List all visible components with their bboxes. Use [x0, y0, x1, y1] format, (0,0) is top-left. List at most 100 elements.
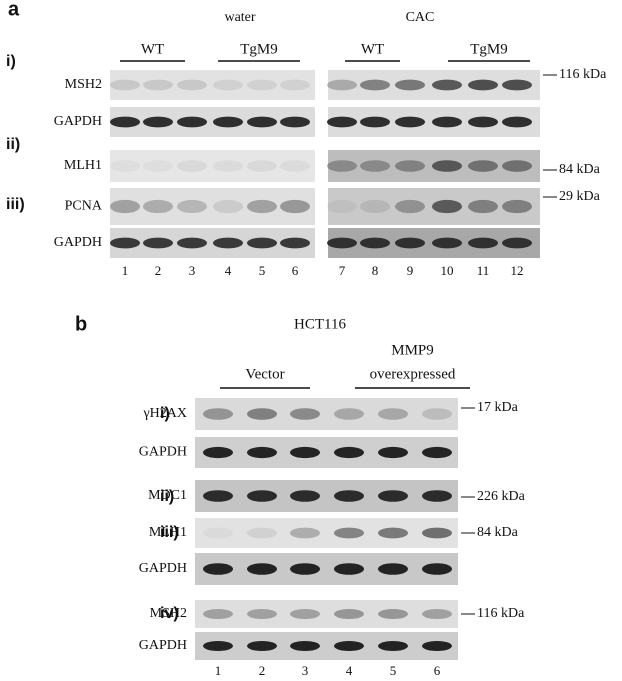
group-label: TgM9 [240, 41, 278, 57]
band [177, 79, 207, 91]
band [334, 563, 364, 575]
protein-name: GAPDH [139, 561, 187, 576]
lane-number: 5 [390, 663, 397, 678]
band [327, 237, 357, 249]
lane-number: 6 [434, 663, 441, 678]
band [327, 199, 357, 214]
band [395, 199, 425, 214]
size-marker: 17 kDa [477, 400, 519, 415]
band [334, 608, 364, 620]
band [110, 160, 140, 172]
panel-label: a [8, 0, 20, 20]
band [247, 237, 277, 249]
blot [195, 632, 458, 660]
band [360, 79, 390, 91]
band [247, 116, 277, 128]
band [280, 116, 310, 128]
band [290, 446, 320, 459]
band [422, 608, 452, 620]
group-label: overexpressed [370, 366, 456, 382]
band [502, 79, 532, 91]
lane-number: 3 [189, 263, 196, 278]
row-roman: i) [160, 405, 170, 422]
protein-name: GAPDH [139, 445, 187, 460]
band [468, 160, 498, 172]
blot [195, 518, 458, 548]
band [247, 79, 277, 91]
band [110, 199, 140, 214]
size-marker: 116 kDa [477, 606, 525, 621]
protein-name: MSH2 [150, 606, 187, 621]
band [203, 640, 233, 652]
band [290, 527, 320, 539]
band [502, 160, 532, 172]
band [432, 199, 462, 214]
band [177, 237, 207, 249]
band [213, 79, 243, 91]
band [290, 640, 320, 652]
band [395, 116, 425, 128]
band [213, 160, 243, 172]
band [327, 116, 357, 128]
band [468, 116, 498, 128]
blot [195, 398, 458, 430]
band [422, 446, 452, 459]
protein-name: MSH2 [65, 77, 102, 92]
group-label: WT [141, 41, 164, 57]
band [110, 237, 140, 249]
band [203, 490, 233, 502]
band [143, 79, 173, 91]
row-roman: iii) [160, 524, 179, 541]
band [110, 116, 140, 128]
band [334, 640, 364, 652]
band [360, 160, 390, 172]
band [422, 490, 452, 502]
blot [110, 70, 315, 100]
band [177, 116, 207, 128]
size-marker: 29 kDa [559, 189, 601, 204]
size-marker: 116 kDa [559, 67, 607, 82]
size-marker: 84 kDa [559, 162, 601, 177]
band [422, 527, 452, 539]
band [378, 446, 408, 459]
band [502, 116, 532, 128]
protein-name: GAPDH [139, 638, 187, 653]
lane-number: 12 [511, 263, 524, 278]
band [203, 608, 233, 620]
lane-number: 2 [155, 263, 162, 278]
lane-number: 2 [259, 663, 266, 678]
size-marker: 226 kDa [477, 489, 526, 504]
band [280, 237, 310, 249]
blot [110, 150, 315, 182]
band [432, 160, 462, 172]
row-roman: ii) [160, 488, 174, 505]
band [110, 79, 140, 91]
band [422, 408, 452, 420]
band [247, 640, 277, 652]
band [247, 199, 277, 214]
condition-title: water [224, 10, 255, 25]
blot [110, 188, 315, 225]
band [143, 160, 173, 172]
band [247, 490, 277, 502]
band [334, 527, 364, 539]
lane-number: 7 [339, 263, 346, 278]
band [395, 237, 425, 249]
band [203, 446, 233, 459]
lane-number: 1 [122, 263, 129, 278]
band [378, 563, 408, 575]
band [203, 527, 233, 539]
band [247, 408, 277, 420]
band [247, 160, 277, 172]
band [247, 563, 277, 575]
band [360, 199, 390, 214]
lane-number: 4 [346, 663, 353, 678]
lane-number: 4 [225, 263, 232, 278]
protein-name: γH2AX [142, 406, 187, 421]
band [334, 446, 364, 459]
row-roman: iii) [6, 196, 25, 213]
protein-name: GAPDH [54, 235, 102, 250]
lane-number: 9 [407, 263, 414, 278]
band [395, 160, 425, 172]
